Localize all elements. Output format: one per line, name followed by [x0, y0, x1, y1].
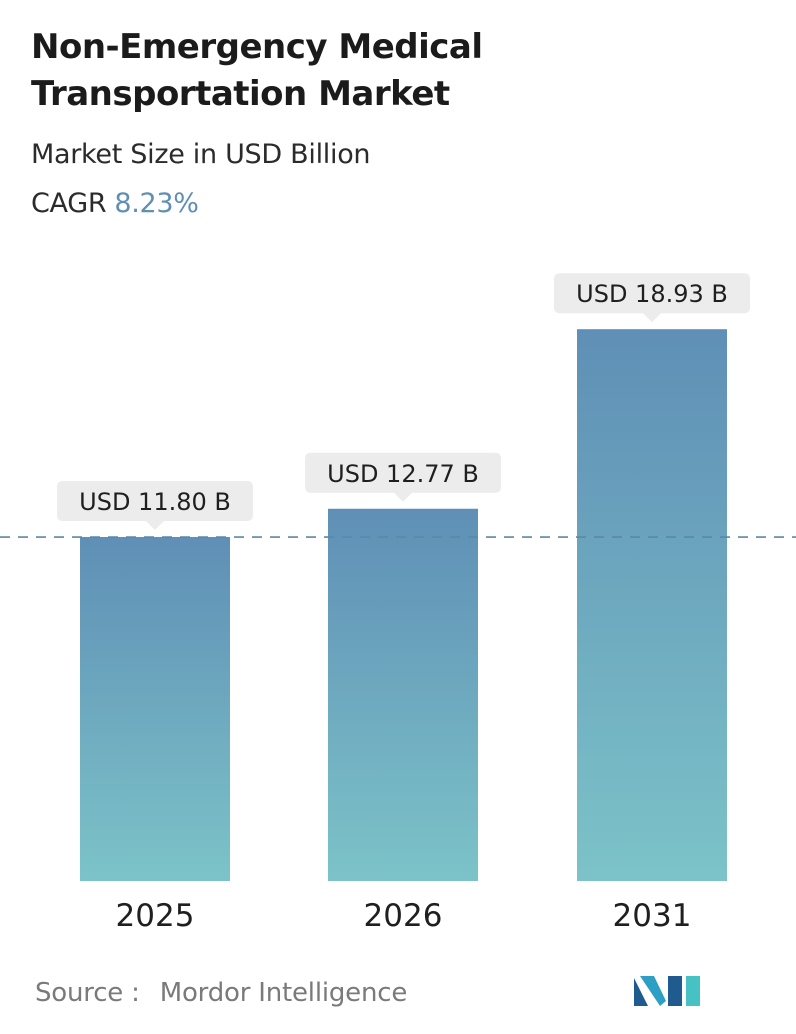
data-label-2026: USD 12.77 B	[327, 460, 479, 488]
bar-2031	[577, 329, 727, 881]
data-label-box-2031	[554, 273, 750, 323]
data-label-box-2025	[57, 481, 253, 531]
x-tick-label-2026: 2026	[364, 898, 443, 934]
source-name: Mordor Intelligence	[159, 978, 408, 1008]
cagr-label: CAGR	[31, 188, 107, 219]
cagr-value: 8.23%	[114, 188, 199, 219]
data-label-box-2026	[305, 452, 501, 502]
mordor-intelligence-logo	[634, 976, 700, 1006]
source-line: Source : Mordor Intelligence	[35, 978, 407, 1008]
x-tick-label-2031: 2031	[613, 898, 692, 934]
source-label: Source :	[35, 978, 140, 1008]
bar-2026	[328, 508, 478, 881]
bar-2025	[80, 537, 230, 881]
cagr-line: CAGR 8.23%	[31, 188, 199, 219]
chart-title: Non-Emergency Medical Transportation Mar…	[31, 27, 483, 114]
data-label-2031: USD 18.93 B	[576, 280, 728, 308]
chart-subtitle: Market Size in USD Billion	[31, 139, 371, 170]
x-tick-label-2025: 2025	[116, 898, 195, 934]
data-label-2025: USD 11.80 B	[79, 488, 231, 516]
